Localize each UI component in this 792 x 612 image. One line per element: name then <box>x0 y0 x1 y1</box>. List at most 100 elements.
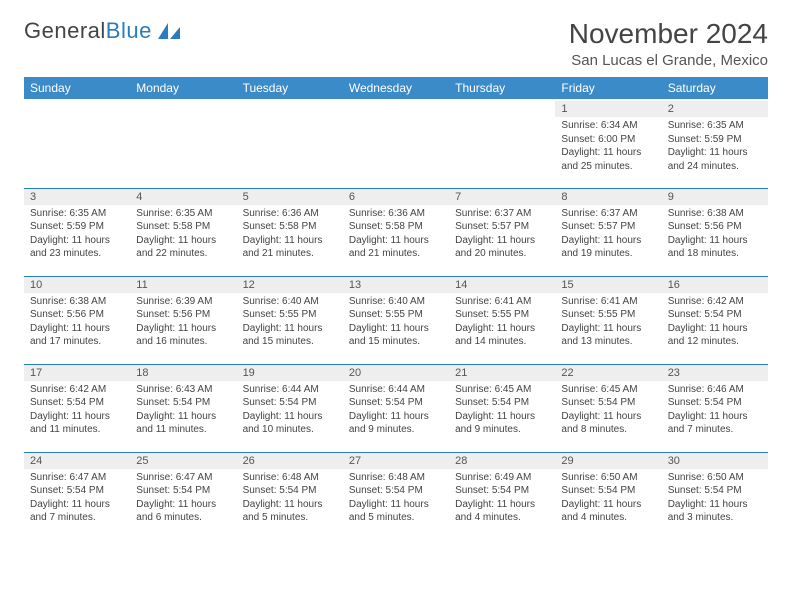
day-number: 8 <box>555 189 661 205</box>
day-details: Sunrise: 6:47 AMSunset: 5:54 PMDaylight:… <box>130 469 236 529</box>
weekday-header: Sunday <box>24 77 130 100</box>
day-details: Sunrise: 6:49 AMSunset: 5:54 PMDaylight:… <box>449 469 555 529</box>
logo-sail-icon <box>156 21 182 41</box>
day-number: 9 <box>662 189 768 205</box>
calendar-week-row: 10Sunrise: 6:38 AMSunset: 5:56 PMDayligh… <box>24 276 768 364</box>
calendar-day-cell: . <box>24 100 130 188</box>
day-number: 10 <box>24 277 130 293</box>
day-details: Sunrise: 6:50 AMSunset: 5:54 PMDaylight:… <box>662 469 768 529</box>
day-details: Sunrise: 6:36 AMSunset: 5:58 PMDaylight:… <box>237 205 343 265</box>
day-number: 21 <box>449 365 555 381</box>
weekday-header: Thursday <box>449 77 555 100</box>
day-number: 17 <box>24 365 130 381</box>
day-details: Sunrise: 6:37 AMSunset: 5:57 PMDaylight:… <box>555 205 661 265</box>
day-details: Sunrise: 6:38 AMSunset: 5:56 PMDaylight:… <box>24 293 130 353</box>
calendar-day-cell: 8Sunrise: 6:37 AMSunset: 5:57 PMDaylight… <box>555 188 661 276</box>
logo-text-dark: General <box>24 18 106 44</box>
day-details: Sunrise: 6:45 AMSunset: 5:54 PMDaylight:… <box>449 381 555 441</box>
calendar-day-cell: . <box>130 100 236 188</box>
weekday-header: Wednesday <box>343 77 449 100</box>
calendar-day-cell: 2Sunrise: 6:35 AMSunset: 5:59 PMDaylight… <box>662 100 768 188</box>
day-details: Sunrise: 6:47 AMSunset: 5:54 PMDaylight:… <box>24 469 130 529</box>
calendar-week-row: 24Sunrise: 6:47 AMSunset: 5:54 PMDayligh… <box>24 452 768 540</box>
calendar-day-cell: 15Sunrise: 6:41 AMSunset: 5:55 PMDayligh… <box>555 276 661 364</box>
day-details: Sunrise: 6:41 AMSunset: 5:55 PMDaylight:… <box>449 293 555 353</box>
calendar-day-cell: 10Sunrise: 6:38 AMSunset: 5:56 PMDayligh… <box>24 276 130 364</box>
logo-text-blue: Blue <box>106 18 152 44</box>
day-number: 16 <box>662 277 768 293</box>
calendar-day-cell: . <box>237 100 343 188</box>
weekday-header: Tuesday <box>237 77 343 100</box>
calendar-day-cell: 7Sunrise: 6:37 AMSunset: 5:57 PMDaylight… <box>449 188 555 276</box>
calendar-day-cell: 18Sunrise: 6:43 AMSunset: 5:54 PMDayligh… <box>130 364 236 452</box>
calendar-day-cell: 22Sunrise: 6:45 AMSunset: 5:54 PMDayligh… <box>555 364 661 452</box>
day-number: 22 <box>555 365 661 381</box>
day-number: 5 <box>237 189 343 205</box>
calendar-day-cell: 29Sunrise: 6:50 AMSunset: 5:54 PMDayligh… <box>555 452 661 540</box>
day-details: Sunrise: 6:44 AMSunset: 5:54 PMDaylight:… <box>237 381 343 441</box>
day-details: Sunrise: 6:48 AMSunset: 5:54 PMDaylight:… <box>237 469 343 529</box>
day-details: Sunrise: 6:42 AMSunset: 5:54 PMDaylight:… <box>24 381 130 441</box>
day-number: 26 <box>237 453 343 469</box>
calendar-day-cell: 14Sunrise: 6:41 AMSunset: 5:55 PMDayligh… <box>449 276 555 364</box>
calendar-day-cell: 3Sunrise: 6:35 AMSunset: 5:59 PMDaylight… <box>24 188 130 276</box>
day-number: 3 <box>24 189 130 205</box>
calendar-day-cell: 28Sunrise: 6:49 AMSunset: 5:54 PMDayligh… <box>449 452 555 540</box>
calendar-day-cell: 1Sunrise: 6:34 AMSunset: 6:00 PMDaylight… <box>555 100 661 188</box>
day-details: Sunrise: 6:40 AMSunset: 5:55 PMDaylight:… <box>237 293 343 353</box>
day-details: Sunrise: 6:38 AMSunset: 5:56 PMDaylight:… <box>662 205 768 265</box>
calendar-day-cell: 6Sunrise: 6:36 AMSunset: 5:58 PMDaylight… <box>343 188 449 276</box>
day-number: 13 <box>343 277 449 293</box>
calendar-week-row: .....1Sunrise: 6:34 AMSunset: 6:00 PMDay… <box>24 100 768 188</box>
calendar-day-cell: 17Sunrise: 6:42 AMSunset: 5:54 PMDayligh… <box>24 364 130 452</box>
calendar-day-cell: . <box>449 100 555 188</box>
calendar-week-row: 3Sunrise: 6:35 AMSunset: 5:59 PMDaylight… <box>24 188 768 276</box>
day-details: Sunrise: 6:37 AMSunset: 5:57 PMDaylight:… <box>449 205 555 265</box>
day-details: Sunrise: 6:48 AMSunset: 5:54 PMDaylight:… <box>343 469 449 529</box>
calendar-head: SundayMondayTuesdayWednesdayThursdayFrid… <box>24 77 768 100</box>
calendar-day-cell: 12Sunrise: 6:40 AMSunset: 5:55 PMDayligh… <box>237 276 343 364</box>
calendar-day-cell: 4Sunrise: 6:35 AMSunset: 5:58 PMDaylight… <box>130 188 236 276</box>
weekday-header: Monday <box>130 77 236 100</box>
day-number: 1 <box>555 101 661 117</box>
day-details: Sunrise: 6:40 AMSunset: 5:55 PMDaylight:… <box>343 293 449 353</box>
day-number: 30 <box>662 453 768 469</box>
calendar-day-cell: 16Sunrise: 6:42 AMSunset: 5:54 PMDayligh… <box>662 276 768 364</box>
day-number: 20 <box>343 365 449 381</box>
calendar-day-cell: 9Sunrise: 6:38 AMSunset: 5:56 PMDaylight… <box>662 188 768 276</box>
month-title: November 2024 <box>569 18 768 50</box>
day-number: 6 <box>343 189 449 205</box>
weekday-header: Saturday <box>662 77 768 100</box>
day-number: 12 <box>237 277 343 293</box>
day-number: 27 <box>343 453 449 469</box>
calendar-day-cell: 24Sunrise: 6:47 AMSunset: 5:54 PMDayligh… <box>24 452 130 540</box>
day-number: 29 <box>555 453 661 469</box>
calendar-table: SundayMondayTuesdayWednesdayThursdayFrid… <box>24 77 768 540</box>
day-details: Sunrise: 6:50 AMSunset: 5:54 PMDaylight:… <box>555 469 661 529</box>
calendar-day-cell: 23Sunrise: 6:46 AMSunset: 5:54 PMDayligh… <box>662 364 768 452</box>
day-details: Sunrise: 6:43 AMSunset: 5:54 PMDaylight:… <box>130 381 236 441</box>
calendar-day-cell: 26Sunrise: 6:48 AMSunset: 5:54 PMDayligh… <box>237 452 343 540</box>
header: GeneralBlue November 2024 San Lucas el G… <box>24 18 768 69</box>
day-details: Sunrise: 6:35 AMSunset: 5:58 PMDaylight:… <box>130 205 236 265</box>
calendar-day-cell: 21Sunrise: 6:45 AMSunset: 5:54 PMDayligh… <box>449 364 555 452</box>
calendar-day-cell: 13Sunrise: 6:40 AMSunset: 5:55 PMDayligh… <box>343 276 449 364</box>
day-number: 23 <box>662 365 768 381</box>
day-details: Sunrise: 6:39 AMSunset: 5:56 PMDaylight:… <box>130 293 236 353</box>
calendar-body: .....1Sunrise: 6:34 AMSunset: 6:00 PMDay… <box>24 100 768 540</box>
day-number: 15 <box>555 277 661 293</box>
day-number: 24 <box>24 453 130 469</box>
calendar-day-cell: 27Sunrise: 6:48 AMSunset: 5:54 PMDayligh… <box>343 452 449 540</box>
day-number: 11 <box>130 277 236 293</box>
calendar-day-cell: 25Sunrise: 6:47 AMSunset: 5:54 PMDayligh… <box>130 452 236 540</box>
calendar-day-cell: 11Sunrise: 6:39 AMSunset: 5:56 PMDayligh… <box>130 276 236 364</box>
day-details: Sunrise: 6:35 AMSunset: 5:59 PMDaylight:… <box>662 117 768 177</box>
day-number: 14 <box>449 277 555 293</box>
day-number: 4 <box>130 189 236 205</box>
calendar-day-cell: . <box>343 100 449 188</box>
day-number: 7 <box>449 189 555 205</box>
day-details: Sunrise: 6:46 AMSunset: 5:54 PMDaylight:… <box>662 381 768 441</box>
logo: GeneralBlue <box>24 18 182 44</box>
day-details: Sunrise: 6:41 AMSunset: 5:55 PMDaylight:… <box>555 293 661 353</box>
calendar-day-cell: 19Sunrise: 6:44 AMSunset: 5:54 PMDayligh… <box>237 364 343 452</box>
